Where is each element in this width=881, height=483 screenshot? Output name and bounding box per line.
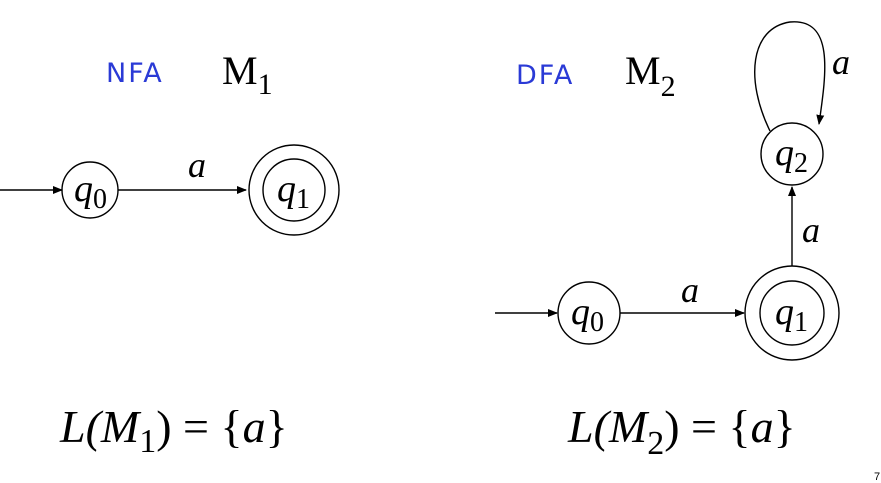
dfa-formula-eq: ) = { xyxy=(664,401,750,452)
nfa-q0-sub: 0 xyxy=(93,184,107,215)
nfa-state-q0[interactable]: q0 xyxy=(61,161,119,219)
dfa-edge-q1-q2-label: a xyxy=(802,210,820,250)
nfa-q0-letter: q xyxy=(74,168,93,210)
dfa-state-q0[interactable]: q0 xyxy=(557,281,621,345)
nfa-machine-name: M1 xyxy=(222,48,273,101)
dfa-language-formula: L(M2) = {a} xyxy=(567,401,796,462)
dfa-machine-name: M2 xyxy=(625,48,676,103)
dfa-q0-letter: q xyxy=(571,291,590,333)
nfa-formula-close: } xyxy=(266,401,288,452)
nfa-machine-sub: 1 xyxy=(258,68,273,101)
dfa-state-q1[interactable]: q1 xyxy=(744,265,840,361)
dfa-formula-M: M xyxy=(608,401,650,452)
dfa-q1-letter: q xyxy=(775,291,794,333)
dfa-q2-sub: 2 xyxy=(794,148,808,179)
nfa-state-q1[interactable]: q1 xyxy=(248,144,340,236)
dfa-formula-sub: 2 xyxy=(647,425,664,462)
dfa-heading: DFA xyxy=(516,60,574,91)
nfa-language-formula: L(M1) = {a} xyxy=(59,401,288,460)
dfa-panel: DFA M2 q0 a q1 a xyxy=(495,21,850,462)
nfa-formula-sub: 1 xyxy=(139,423,156,460)
dfa-self-loop-label: a xyxy=(832,42,850,82)
dfa-formula-close: } xyxy=(774,401,796,452)
nfa-state-q1-outer-circle xyxy=(248,144,340,236)
nfa-state-q1-inner-circle xyxy=(262,158,326,222)
dfa-q0-sub: 0 xyxy=(590,307,604,338)
nfa-formula-a: a xyxy=(243,401,266,452)
dfa-state-q2-label: q2 xyxy=(775,132,808,179)
nfa-formula-M: M xyxy=(100,401,142,452)
nfa-edge-label: a xyxy=(188,145,206,185)
dfa-state-q2-circle xyxy=(760,122,824,186)
dfa-formula-a: a xyxy=(751,401,774,452)
nfa-q1-letter: q xyxy=(277,168,296,210)
dfa-edge-q0-q1-label: a xyxy=(681,270,699,310)
dfa-machine-sub: 2 xyxy=(661,70,676,103)
nfa-machine-letter: M xyxy=(222,48,258,93)
nfa-q1-sub: 1 xyxy=(296,184,310,215)
dfa-state-q2[interactable]: q2 xyxy=(760,122,824,186)
nfa-state-q1-label: q1 xyxy=(277,168,310,215)
nfa-formula-eq: ) = { xyxy=(156,401,242,452)
nfa-panel: NFA M1 q0 a q1 L(M1) = {a} xyxy=(0,48,340,460)
dfa-q1-sub: 1 xyxy=(794,307,808,338)
nfa-state-q0-label: q0 xyxy=(74,168,107,215)
dfa-state-q1-inner-circle xyxy=(759,280,825,346)
dfa-machine-letter: M xyxy=(625,48,661,93)
dfa-edge-q2-self-loop xyxy=(754,21,826,132)
dfa-formula-L: L( xyxy=(567,401,612,452)
dfa-state-q1-label: q1 xyxy=(775,291,808,338)
nfa-heading: NFA xyxy=(106,58,164,89)
nfa-formula-L: L( xyxy=(59,401,104,452)
dfa-q2-letter: q xyxy=(775,132,794,174)
page-number: 7 xyxy=(874,471,880,483)
dfa-state-q0-label: q0 xyxy=(571,291,604,338)
